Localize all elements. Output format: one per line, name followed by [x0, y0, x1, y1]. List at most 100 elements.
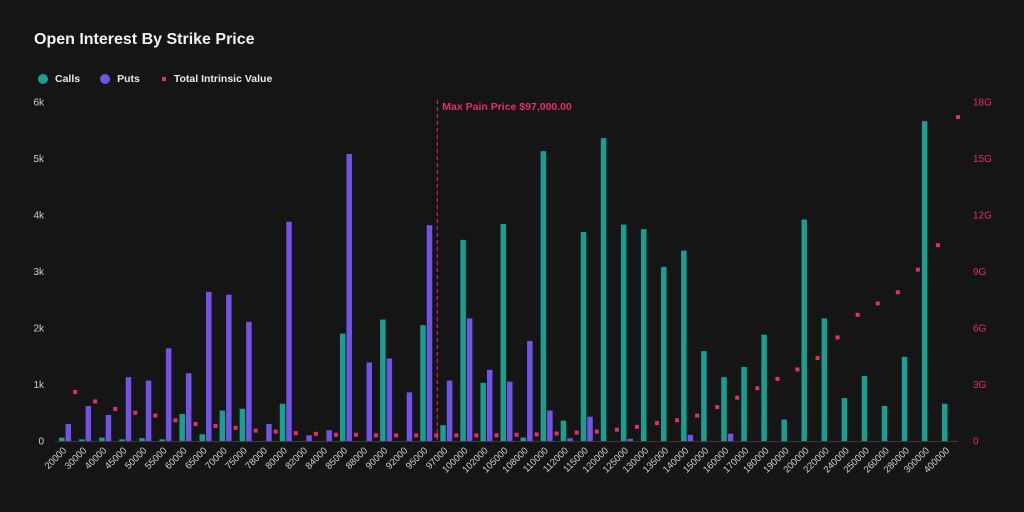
calls-bar	[500, 224, 506, 441]
calls-bar	[279, 403, 286, 441]
calls-bar	[119, 439, 125, 441]
intrinsic-point	[213, 423, 218, 428]
intrinsic-point	[915, 267, 920, 272]
calls-bar	[420, 325, 426, 441]
calls-bar	[681, 250, 687, 441]
y-tick-label: 0	[38, 437, 44, 448]
puts-swatch-icon	[100, 74, 111, 84]
calls-bar	[921, 121, 928, 442]
puts-bar	[206, 291, 212, 441]
y2-tick-label: 0	[973, 437, 979, 448]
puts-bar	[567, 438, 573, 441]
y2-tick-label: 15G	[973, 154, 992, 165]
puts-bar	[507, 381, 513, 441]
calls-bar	[339, 333, 346, 441]
calls-bar	[99, 437, 105, 441]
intrinsic-point	[835, 335, 840, 340]
calls-bar	[861, 376, 868, 441]
calls-bar	[841, 398, 848, 441]
puts-bar	[226, 294, 232, 441]
calls-bar	[59, 437, 65, 441]
calls-bar	[560, 420, 567, 441]
calls-bar	[721, 377, 727, 441]
legend-item-intrinsic[interactable]: Total Intrinsic Value	[160, 73, 272, 85]
puts-bar	[687, 434, 694, 441]
puts-bar	[406, 392, 413, 441]
intrinsic-point	[93, 399, 98, 404]
y2-tick-label: 6G	[973, 324, 987, 335]
calls-bar	[640, 229, 647, 441]
intrinsic-swatch-icon	[161, 77, 166, 81]
puts-bar	[105, 415, 112, 441]
puts-bar	[85, 405, 92, 441]
intrinsic-point	[795, 367, 800, 372]
calls-bar	[881, 405, 888, 441]
calls-bar	[901, 356, 908, 441]
intrinsic-point	[293, 431, 298, 436]
puts-bar	[426, 225, 433, 441]
intrinsic-point	[233, 425, 238, 430]
y2-tick-label: 3G	[973, 380, 987, 391]
calls-bar	[179, 413, 185, 441]
intrinsic-point	[434, 433, 439, 438]
calls-swatch-icon	[38, 74, 48, 84]
intrinsic-point	[333, 432, 338, 437]
intrinsic-point	[474, 433, 479, 438]
puts-bar	[145, 380, 152, 441]
puts-bar	[386, 358, 393, 441]
intrinsic-point	[574, 430, 579, 435]
intrinsic-point	[73, 390, 78, 395]
intrinsic-point	[253, 428, 258, 433]
intrinsic-point	[173, 418, 178, 423]
puts-bar	[366, 362, 373, 441]
intrinsic-point	[655, 421, 659, 426]
intrinsic-point	[354, 432, 358, 437]
legend-label-puts: Puts	[117, 73, 140, 85]
calls-bar	[741, 366, 747, 441]
y-tick-label: 1k	[33, 380, 45, 391]
intrinsic-point	[614, 427, 619, 432]
calls-bar	[480, 382, 486, 441]
calls-bar	[821, 318, 828, 441]
calls-bar	[219, 410, 226, 441]
calls-bar	[580, 231, 587, 441]
intrinsic-point	[414, 433, 419, 438]
intrinsic-point	[394, 433, 399, 438]
puts-bar	[246, 321, 252, 441]
calls-bar	[440, 425, 446, 441]
calls-bar	[941, 403, 948, 441]
puts-bar	[466, 318, 473, 441]
max-pain-label: Max Pain Price $97,000.00	[442, 101, 572, 113]
intrinsic-point	[956, 115, 960, 120]
intrinsic-point	[133, 410, 138, 415]
intrinsic-point	[855, 312, 860, 317]
y-tick-label: 3k	[33, 267, 45, 278]
calls-bar	[79, 439, 85, 441]
puts-bar	[547, 410, 553, 441]
intrinsic-point	[193, 422, 198, 427]
legend-item-calls[interactable]: Calls	[38, 73, 80, 85]
calls-bar	[701, 351, 707, 441]
intrinsic-point	[895, 290, 900, 295]
legend-label-intrinsic: Total Intrinsic Value	[173, 73, 273, 85]
calls-bar	[520, 437, 527, 441]
puts-bar	[446, 380, 453, 441]
intrinsic-point	[735, 395, 740, 400]
y2-tick-label: 12G	[973, 211, 992, 222]
calls-bar	[801, 219, 807, 441]
y-tick-label: 6k	[33, 98, 45, 109]
intrinsic-point	[454, 433, 459, 438]
intrinsic-point	[594, 429, 599, 434]
legend-item-puts[interactable]: Puts	[100, 73, 140, 85]
intrinsic-point	[875, 301, 880, 306]
intrinsic-point	[935, 243, 940, 248]
intrinsic-point	[514, 432, 519, 437]
legend-label-calls: Calls	[55, 73, 81, 85]
puts-bar	[65, 424, 72, 441]
intrinsic-point	[755, 386, 760, 391]
puts-bar	[326, 430, 332, 441]
calls-bar	[139, 438, 145, 441]
chart-legend: Calls Puts Total Intrinsic Value	[38, 73, 292, 85]
y-tick-label: 4k	[33, 211, 45, 222]
